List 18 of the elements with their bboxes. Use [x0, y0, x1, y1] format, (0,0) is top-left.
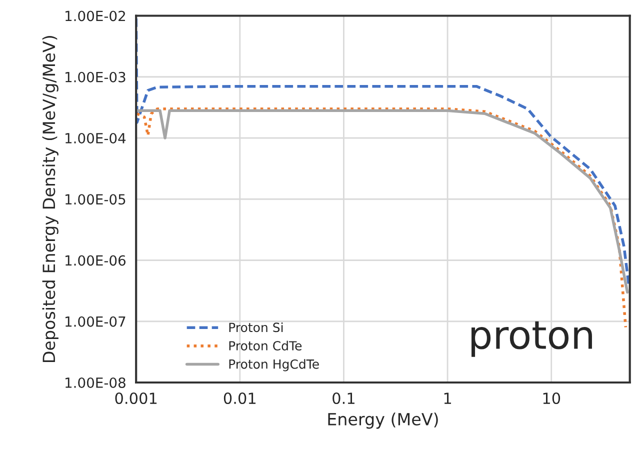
y-tick-label: 1.00E-07 [66, 316, 126, 327]
y-tick-label: 1.00E-03 [66, 72, 126, 82]
y-tick-label: 1.00E-05 [66, 194, 126, 205]
legend-label: Proton Si [229, 322, 283, 332]
annotation: proton [472, 321, 592, 357]
y-tick-label: 1.00E-06 [66, 255, 126, 266]
y-tick-label: 1.00E-08 [66, 377, 126, 388]
y-tick-label: 1.00E-04 [66, 132, 126, 144]
x-tick-label: 1 [444, 392, 451, 404]
x-tick-label: 0.1 [332, 392, 354, 404]
legend-label: Proton CdTe [229, 340, 302, 350]
legend-label: Proton HgCdTe [229, 359, 319, 372]
x-tick-label: 10 [543, 392, 560, 404]
y-tick-label: 1.00E-02 [66, 10, 125, 22]
x-tick-label: 0.001 [115, 392, 157, 404]
y-axis-title: Deposited Energy Density (MeV/g/MeV) [42, 36, 58, 362]
x-tick-label: 0.01 [224, 392, 256, 404]
x-axis-title: Energy (MeV) [328, 412, 438, 429]
